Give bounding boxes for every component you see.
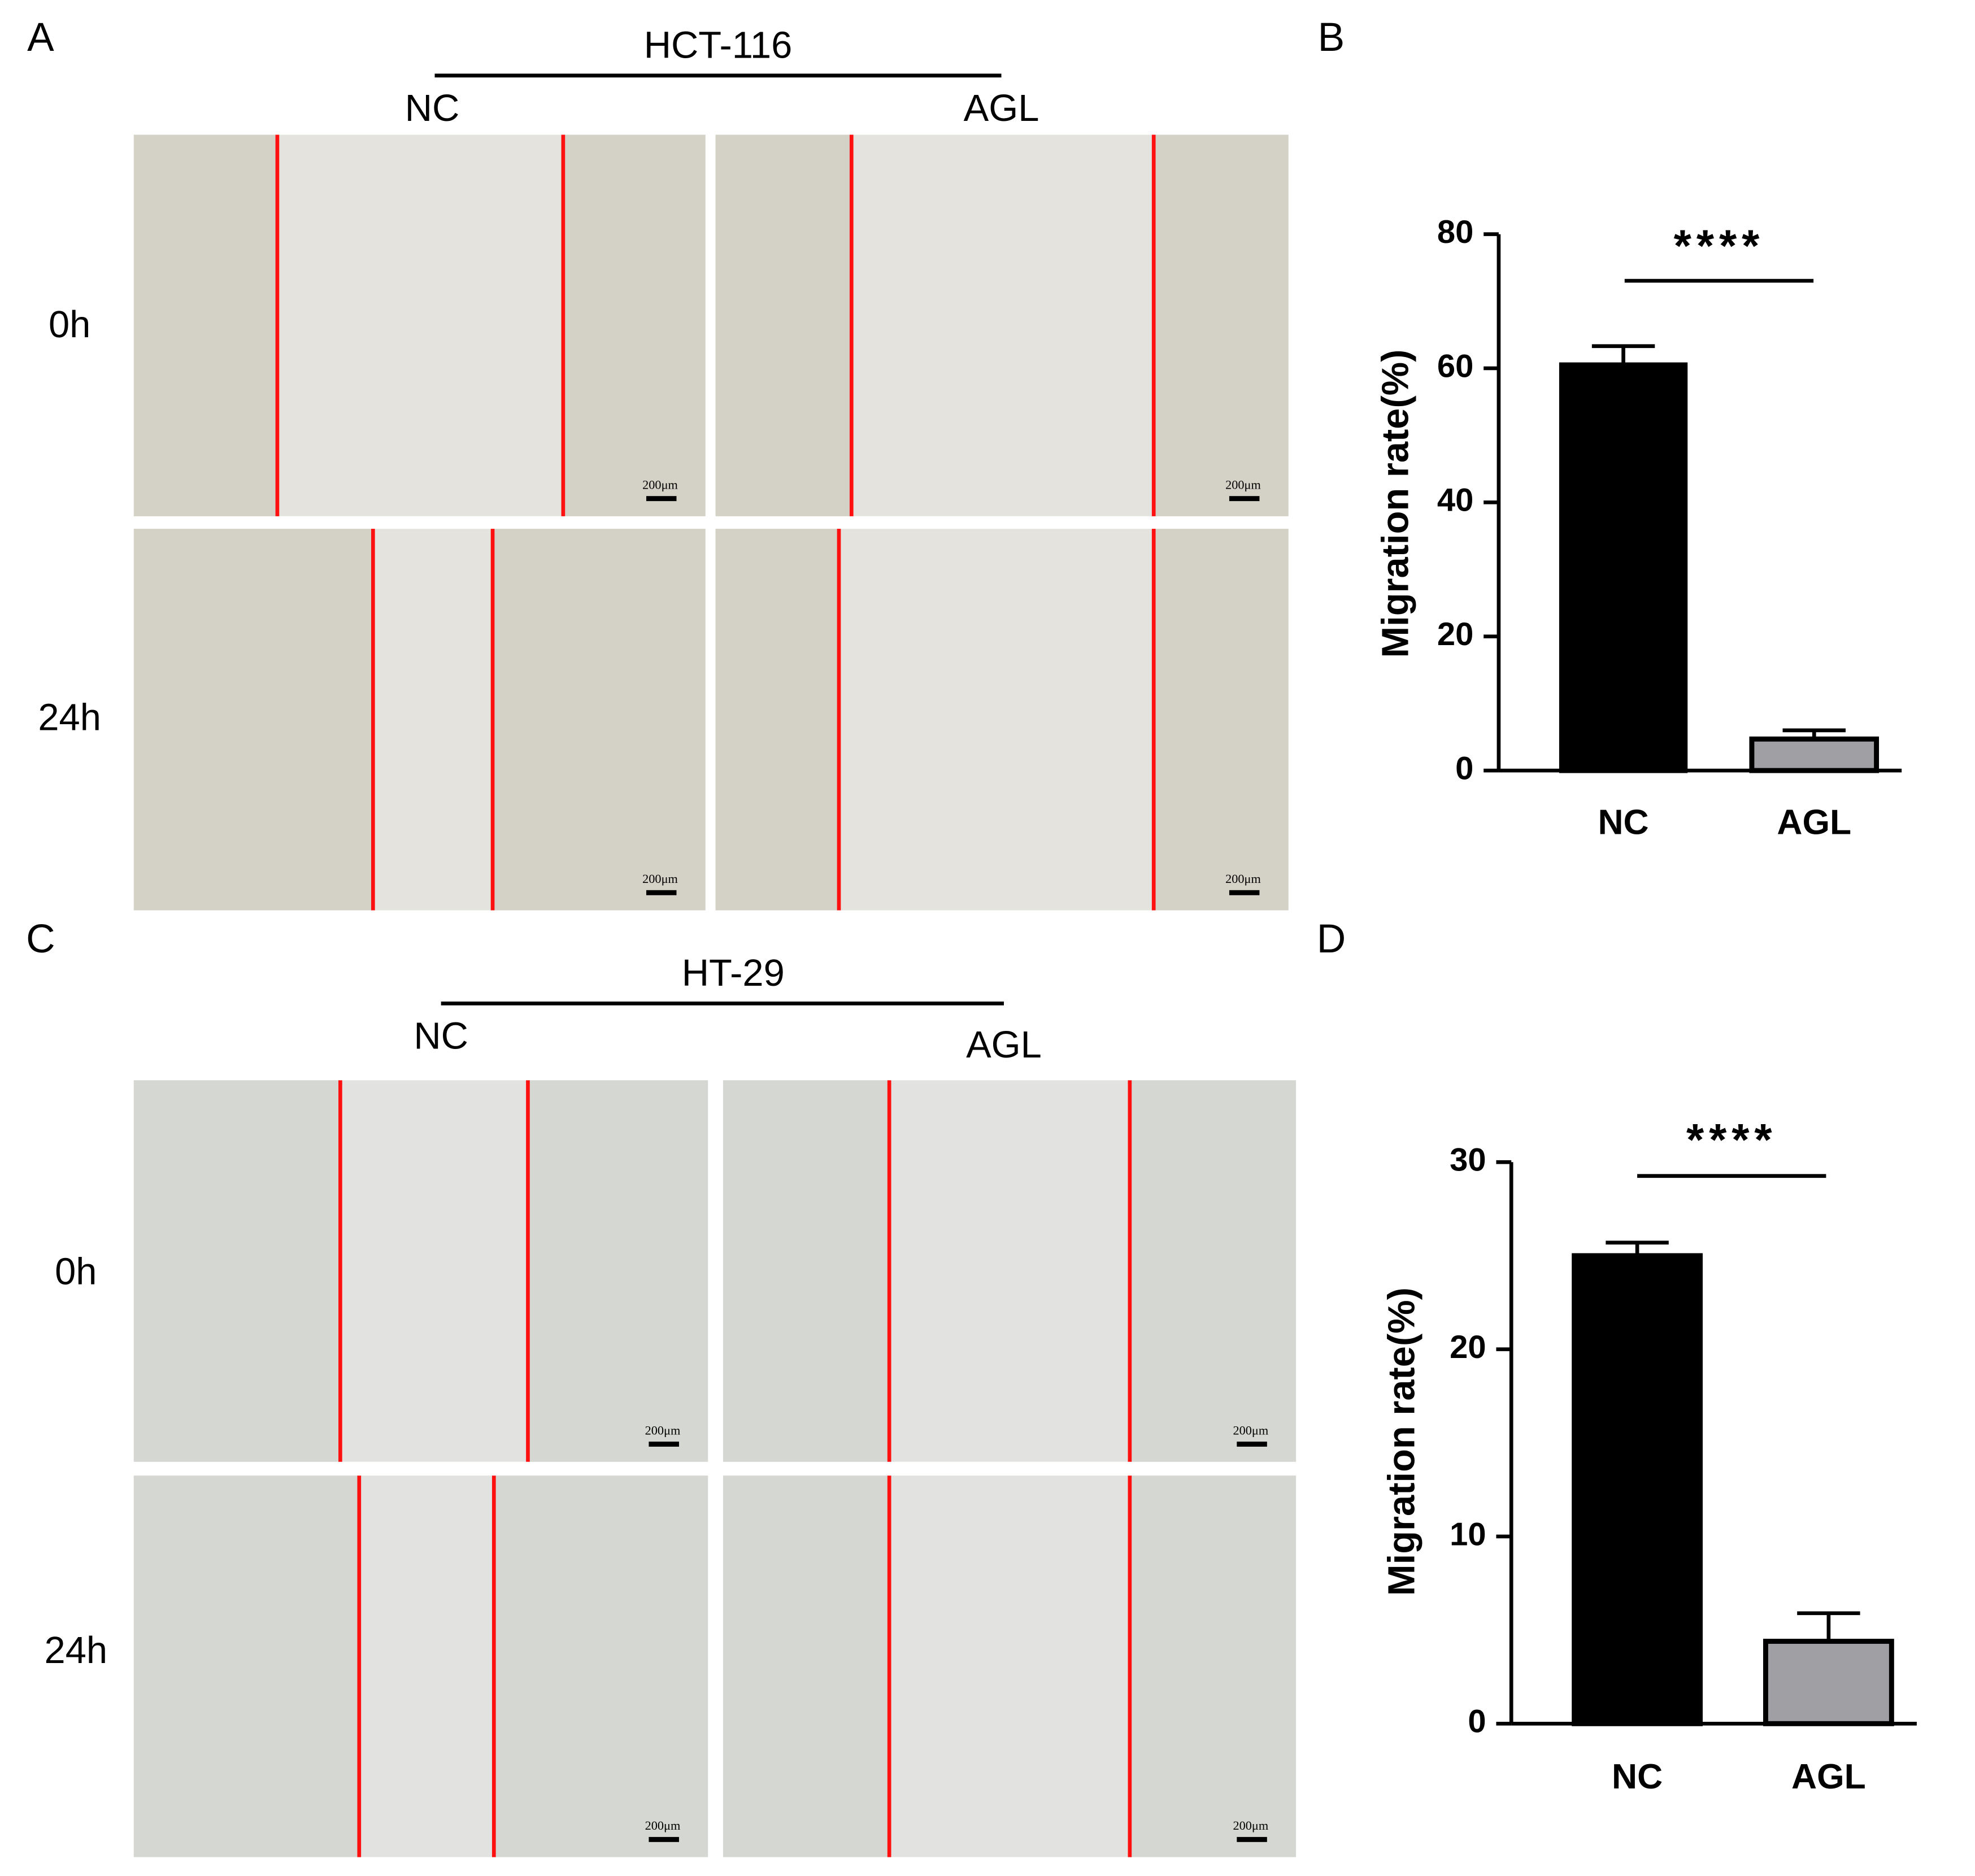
- cell-region: [133, 1475, 359, 1857]
- scale-bar: [649, 1836, 679, 1842]
- scale-bar: [1229, 890, 1260, 895]
- cell-line-label: HCT-116: [644, 24, 793, 66]
- y-axis-label: Migration rate(%): [1380, 1287, 1422, 1596]
- bar: [1763, 1639, 1894, 1726]
- scale-bar-label: 200μm: [642, 477, 678, 491]
- cell-region: [493, 529, 706, 911]
- panel-letter: A: [27, 15, 54, 60]
- cell-region: [1154, 134, 1289, 516]
- time-label: 0h: [55, 1250, 97, 1292]
- time-label: 24h: [38, 697, 101, 739]
- y-tick-label: 20: [1450, 1329, 1486, 1365]
- time-label: 0h: [49, 303, 90, 346]
- scale-bar-label: 200μm: [1233, 1423, 1269, 1437]
- group-label: AGL: [964, 87, 1039, 129]
- cell-region: [1154, 529, 1289, 911]
- cell-region: [133, 529, 373, 911]
- scale-bar-label: 200μm: [642, 872, 678, 886]
- panel-letter: C: [26, 916, 55, 961]
- scale-bar-label: 200μm: [1233, 1818, 1269, 1833]
- bar: [1559, 362, 1688, 773]
- y-tick-label: 30: [1450, 1142, 1486, 1178]
- cell-region: [494, 1475, 708, 1857]
- bar: [1749, 736, 1880, 773]
- panel-letter: D: [1317, 916, 1346, 961]
- group-label: NC: [405, 87, 460, 129]
- cell-region: [723, 1080, 890, 1462]
- scale-bar-label: 200μm: [1225, 477, 1261, 491]
- significance-label: ****: [1674, 221, 1765, 272]
- scale-bar-label: 200μm: [645, 1423, 681, 1437]
- y-tick-label: 0: [1455, 750, 1473, 786]
- y-tick-label: 0: [1468, 1704, 1486, 1740]
- scale-bar: [1237, 1442, 1267, 1447]
- cell-region: [563, 134, 706, 516]
- cell-region: [133, 134, 277, 516]
- scale-bar-label: 200μm: [1225, 872, 1261, 886]
- scale-bar: [649, 1442, 679, 1447]
- x-tick-label: AGL: [1777, 803, 1851, 842]
- cell-region: [528, 1080, 708, 1462]
- time-label: 24h: [45, 1629, 108, 1672]
- scale-bar-label: 200μm: [645, 1818, 681, 1833]
- x-tick-label: NC: [1598, 803, 1649, 842]
- y-tick-label: 60: [1437, 348, 1473, 384]
- cell-region: [715, 134, 852, 516]
- scale-bar: [646, 496, 677, 502]
- cell-line-label: HT-29: [682, 952, 785, 994]
- cell-region: [715, 529, 839, 911]
- x-tick-label: NC: [1612, 1757, 1663, 1796]
- y-tick-label: 10: [1450, 1516, 1486, 1552]
- y-tick-label: 80: [1437, 214, 1473, 250]
- bar: [1572, 1253, 1703, 1726]
- scale-bar: [1229, 496, 1260, 502]
- scale-bar: [1237, 1836, 1267, 1842]
- y-axis-label: Migration rate(%): [1374, 350, 1416, 658]
- cell-region: [1129, 1475, 1297, 1857]
- cell-region: [723, 1475, 890, 1857]
- cell-region: [1129, 1080, 1297, 1462]
- y-tick-label: 20: [1437, 616, 1473, 652]
- group-label: NC: [414, 1015, 468, 1057]
- significance-label: ****: [1686, 1115, 1777, 1165]
- scale-bar: [646, 890, 677, 895]
- y-tick-label: 40: [1437, 482, 1473, 519]
- group-label: AGL: [966, 1024, 1042, 1066]
- cell-region: [133, 1080, 341, 1462]
- x-tick-label: AGL: [1791, 1757, 1866, 1796]
- panel-letter: B: [1318, 15, 1345, 60]
